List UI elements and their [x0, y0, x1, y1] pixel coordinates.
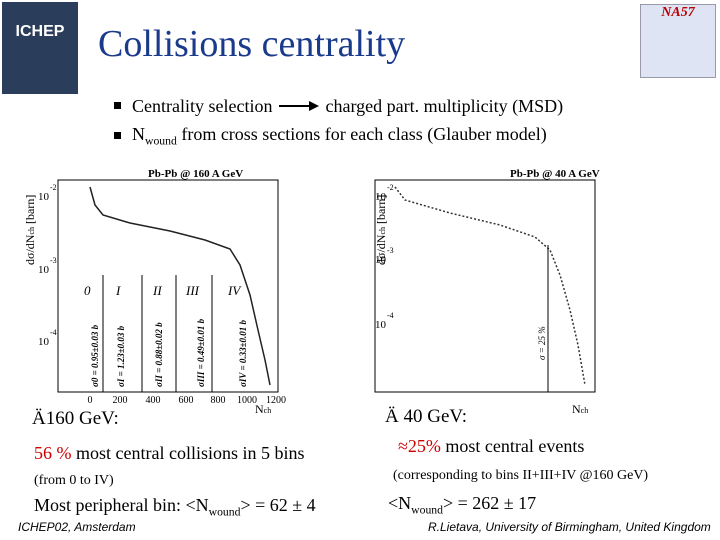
- plot-left: Pb-Pb @ 160 A GeV dσ/dNch [barn] 10 -2 1…: [23, 168, 286, 415]
- y-label-unit: [barn]: [374, 195, 388, 224]
- heading: 160 GeV:: [45, 408, 119, 429]
- y-tick-label: 10: [375, 191, 387, 203]
- x-tick-label: 600: [179, 395, 194, 406]
- x-label: Nch: [255, 402, 271, 415]
- y-label: dσ/dNch [barn]: [374, 195, 388, 265]
- note-heading: Ä160 GeV:: [32, 408, 119, 430]
- x-tick-label: 1000: [237, 395, 257, 406]
- x-tick-label: 800: [211, 395, 226, 406]
- bullet-text: charged part. multiplicity (MSD): [325, 96, 564, 116]
- footer-left: ICHEP02, Amsterdam: [18, 520, 136, 534]
- bullet-marker: [114, 102, 121, 109]
- plot-right: Pb-Pb @ 40 A GeV dσ/dNch [barn] 10 -2 10…: [374, 168, 600, 415]
- class-label: II: [152, 283, 162, 298]
- y-tick-exp: -2: [387, 183, 394, 192]
- y-tick-exp: -3: [387, 246, 394, 255]
- note-line: ≈25% most central events: [398, 436, 584, 457]
- y-tick-label: 10: [38, 264, 50, 276]
- highlight: 56 %: [34, 443, 72, 463]
- y-label-sub: ch: [27, 227, 36, 235]
- sigma-label: σ = 25 %: [537, 326, 547, 360]
- x-tick-label: 0: [88, 395, 93, 406]
- sub: wound: [411, 503, 443, 517]
- bullet-text: Centrality selection: [132, 96, 273, 116]
- bullet: Centrality selection charged part. multi…: [132, 96, 563, 117]
- frame: [374, 179, 596, 393]
- marker: Ä: [32, 408, 46, 429]
- arrow: [278, 101, 319, 111]
- y-label: dσ/dNch [barn]: [23, 195, 37, 265]
- frame: [57, 179, 279, 393]
- note-line: (from 0 to IV): [34, 473, 114, 488]
- text: > = 262 ± 17: [442, 493, 537, 513]
- class-label: 0: [84, 283, 91, 298]
- x-label-text: N: [255, 402, 264, 415]
- y-tick-exp: -4: [387, 311, 394, 320]
- y-tick-label: 10: [38, 336, 50, 348]
- bullet-text: N: [132, 124, 145, 144]
- logo-left: ICHEP: [2, 2, 78, 94]
- x-tick-label: 1200: [266, 395, 286, 406]
- sigma-label: σ0 = 0.95±0.03 b: [90, 324, 100, 387]
- bullet-text: from cross sections for each class (Glau…: [176, 124, 547, 144]
- x-tick-label: 200: [113, 395, 128, 406]
- x-label: Nch: [572, 402, 588, 415]
- text: most central collisions in 5 bins: [71, 443, 305, 463]
- bullet: Nwound from cross sections for each clas…: [132, 124, 547, 148]
- highlight: ≈25%: [398, 436, 441, 456]
- y-label-unit: [barn]: [23, 195, 37, 224]
- y-label-sub: ch: [378, 227, 387, 235]
- footer-right: R.Lietava, University of Birmingham, Uni…: [428, 520, 711, 534]
- y-tick-label: 10: [375, 319, 387, 331]
- text: <N: [388, 493, 412, 513]
- curve: [394, 186, 586, 386]
- logo-right: NA57: [640, 4, 716, 78]
- x-label-text: N: [572, 402, 581, 415]
- text: most central events: [440, 436, 585, 456]
- y-tick-label: 10: [375, 254, 387, 266]
- marker: Ä: [385, 406, 399, 427]
- text: > = 62 ± 4: [240, 495, 316, 515]
- y-tick-exp: -3: [50, 256, 57, 265]
- logo-text: ICHEP: [15, 23, 65, 40]
- sigma-label: σII = 0.88±0.02 b: [154, 322, 164, 387]
- note-heading: Ä 40 GeV:: [385, 406, 467, 428]
- y-tick-label: 10: [38, 191, 50, 203]
- text: Most peripheral bin: <N: [34, 495, 209, 515]
- x-label-sub: ch: [264, 406, 272, 415]
- bullet-sub: wound: [145, 134, 177, 148]
- y-tick-exp: -2: [50, 183, 57, 192]
- sigma-label: σIII = 0.49±0.01 b: [196, 318, 206, 387]
- y-tick-exp: -4: [50, 328, 57, 337]
- class-label: IV: [227, 283, 242, 298]
- note-line: (corresponding to bins II+III+IV @160 Ge…: [393, 468, 649, 483]
- class-label: I: [115, 283, 121, 298]
- sub: wound: [208, 505, 241, 519]
- heading: 40 GeV:: [403, 406, 467, 427]
- x-label-sub: ch: [581, 406, 589, 415]
- plots: Pb-Pb @ 160 A GeV dσ/dNch [barn] 10 -2 1…: [23, 168, 600, 415]
- x-tick-label: 400: [146, 395, 161, 406]
- curve: [89, 186, 271, 386]
- plot-title: Pb-Pb @ 40 A GeV: [510, 168, 600, 180]
- y-label-text: dσ/dN: [374, 234, 388, 265]
- note-line: Most peripheral bin: <Nwound> = 62 ± 4: [34, 495, 316, 519]
- note-line: <Nwound> = 262 ± 17: [388, 493, 536, 517]
- note-line: 56 % most central collisions in 5 bins: [34, 443, 304, 464]
- bullet-marker: [114, 132, 121, 139]
- class-label: III: [185, 283, 200, 298]
- title: Collisions centrality: [98, 23, 406, 65]
- y-label-text: dσ/dN: [23, 234, 37, 265]
- logo-text: NA57: [661, 5, 695, 20]
- sigma-label: σI = 1.23±0.03 b: [116, 325, 126, 387]
- sigma-label: σIV = 0.33±0.01 b: [238, 319, 248, 387]
- plot-title: Pb-Pb @ 160 A GeV: [148, 168, 243, 180]
